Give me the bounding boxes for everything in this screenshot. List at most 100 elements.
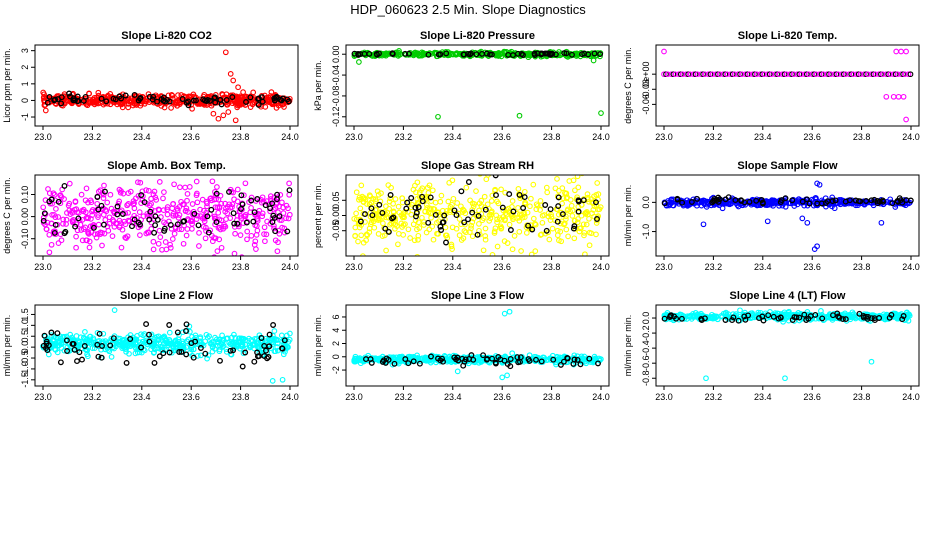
data-point-black <box>482 206 489 213</box>
data-point-black <box>495 354 502 360</box>
data-point <box>581 229 588 236</box>
data-point <box>495 50 502 56</box>
data-point <box>84 347 91 354</box>
data-point <box>156 179 163 185</box>
data-point-black <box>834 310 841 317</box>
data-point <box>250 342 256 349</box>
data-point-black <box>715 194 722 201</box>
data-point-black <box>889 200 896 207</box>
data-point <box>190 346 197 352</box>
data-point <box>879 71 886 78</box>
x-tick-label: 23.0 <box>34 392 52 402</box>
data-point-black <box>179 96 186 102</box>
data-point-black <box>885 71 892 78</box>
data-point-black <box>419 198 426 205</box>
data-point-black <box>574 356 581 363</box>
data-point-black <box>597 51 604 58</box>
data-point <box>176 338 182 345</box>
data-point-black <box>243 99 249 105</box>
data-point <box>515 186 522 192</box>
data-point-black <box>443 50 450 57</box>
data-point <box>581 353 588 360</box>
data-point-black <box>146 93 153 100</box>
data-point <box>82 197 89 204</box>
data-point <box>285 205 291 212</box>
data-point <box>99 242 105 249</box>
data-point <box>193 216 200 222</box>
data-point-black <box>594 216 600 222</box>
data-point <box>286 191 293 198</box>
data-point <box>571 170 576 175</box>
data-point-black <box>586 355 593 362</box>
data-point-black <box>571 223 578 230</box>
x-tick-label: 23.0 <box>655 392 673 402</box>
data-point <box>150 238 157 245</box>
data-point-black <box>263 347 269 354</box>
data-point <box>482 225 489 232</box>
data-point <box>274 248 281 255</box>
data-point-black <box>759 200 766 207</box>
data-point <box>672 71 678 78</box>
data-point <box>582 251 588 256</box>
data-point <box>109 233 116 239</box>
data-point <box>430 236 437 243</box>
data-point-black <box>777 199 784 206</box>
data-point-black <box>467 50 474 57</box>
data-point <box>127 188 134 195</box>
data-point <box>847 313 853 320</box>
data-point <box>49 212 55 218</box>
data-point <box>554 206 561 213</box>
data-point-black <box>555 203 562 210</box>
data-point-black <box>563 50 570 57</box>
outlier-point <box>215 115 222 122</box>
data-point <box>456 232 463 239</box>
data-point-black <box>176 349 183 355</box>
data-point <box>366 229 373 236</box>
data-point-black <box>571 356 578 363</box>
data-point <box>716 71 723 78</box>
data-point <box>523 230 530 236</box>
data-point <box>469 207 476 213</box>
data-point <box>108 205 115 212</box>
data-point-black <box>212 94 218 101</box>
data-point-black <box>868 315 875 322</box>
data-point <box>163 346 170 353</box>
data-point <box>371 224 378 231</box>
data-point <box>480 247 487 254</box>
data-point <box>237 93 244 100</box>
data-point-black <box>100 221 107 228</box>
data-point <box>809 71 816 78</box>
data-point <box>544 189 551 196</box>
data-point <box>351 215 358 222</box>
data-point <box>232 230 238 237</box>
data-point <box>575 184 582 191</box>
data-point <box>82 335 88 342</box>
data-point <box>798 71 804 78</box>
data-point-black <box>517 358 523 365</box>
data-point <box>559 185 566 191</box>
data-point-black <box>403 205 410 212</box>
data-point <box>482 236 489 243</box>
data-point-black <box>119 211 126 217</box>
data-point <box>220 337 227 344</box>
data-point <box>253 246 259 252</box>
data-point-black <box>765 312 772 319</box>
data-point <box>683 71 690 78</box>
data-point <box>764 71 771 78</box>
y-tick-label: -0.8 <box>641 370 651 386</box>
data-point <box>503 211 510 218</box>
data-point <box>359 356 366 362</box>
data-point <box>352 224 359 231</box>
data-point-black <box>742 316 749 323</box>
data-point <box>95 188 102 195</box>
data-point-black <box>146 338 153 345</box>
data-point <box>175 214 182 221</box>
data-point <box>196 243 202 249</box>
data-point <box>904 311 910 318</box>
plot-frame <box>655 304 920 387</box>
data-point-black <box>76 349 83 356</box>
data-point-black <box>878 71 884 78</box>
data-point <box>905 71 912 78</box>
data-point-black <box>116 93 123 100</box>
